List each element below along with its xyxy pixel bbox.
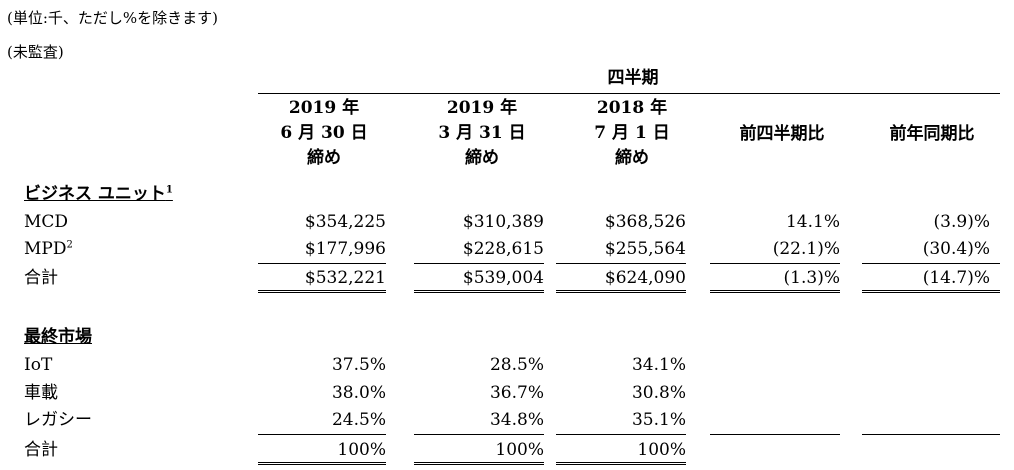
- double-rule-col1: [258, 290, 386, 293]
- iot-col2: 28.5%: [489, 355, 544, 375]
- market-total-rule-yoy: [862, 434, 1000, 435]
- business-total-qoq: (1.3)%: [783, 268, 840, 288]
- business-section-title: ビジネス ユニット1: [24, 184, 173, 204]
- legacy-col3: 35.1%: [631, 410, 686, 430]
- iot-col3: 34.1%: [631, 355, 686, 375]
- business-total-col1: $532,221: [304, 268, 386, 288]
- col3-header: 2018 年 7 月 1 日 締め: [594, 98, 670, 168]
- market-total-rule-col2: [414, 434, 544, 435]
- unit-note: (単位:千、ただし%を除きます): [7, 9, 219, 27]
- iot-col1: 37.5%: [331, 355, 386, 375]
- mcd-col2: $310,389: [462, 212, 544, 232]
- total-rule-col1: [258, 263, 386, 264]
- total-rule-qoq: [710, 263, 840, 264]
- mcd-col1: $354,225: [304, 212, 386, 232]
- row-label-mcd: MCD: [24, 212, 69, 232]
- market-section-title: 最終市場: [24, 327, 92, 347]
- double-rule-yoy: [862, 290, 1000, 293]
- mpd-col3: $255,564: [604, 239, 686, 259]
- automotive-col3: 30.8%: [631, 383, 686, 403]
- mcd-col3: $368,526: [604, 212, 686, 232]
- quarter-group-header: 四半期: [607, 68, 659, 88]
- qoq-header: 前四半期比: [739, 124, 825, 144]
- double-rule-col3: [556, 290, 686, 293]
- mpd-col1: $177,996: [304, 239, 386, 259]
- mpd-qoq: (22.1)%: [772, 239, 840, 259]
- double-rule-qoq: [710, 290, 840, 293]
- business-total-col2: $539,004: [462, 268, 544, 288]
- mcd-yoy: (3.9)%: [933, 212, 990, 232]
- market-total-col2: 100%: [495, 440, 544, 460]
- market-double-rule-col1: [258, 462, 386, 465]
- legacy-col1: 24.5%: [331, 410, 386, 430]
- market-double-rule-col3: [556, 462, 686, 465]
- market-double-rule-col2: [414, 462, 544, 465]
- double-rule-col2: [414, 290, 544, 293]
- row-label-legacy: レガシー: [24, 410, 92, 430]
- automotive-col2: 36.7%: [489, 383, 544, 403]
- row-label-iot: IoT: [24, 355, 53, 375]
- mpd-yoy: (30.4)%: [922, 239, 990, 259]
- market-total-col1: 100%: [337, 440, 386, 460]
- legacy-col2: 34.8%: [489, 410, 544, 430]
- mcd-qoq: 14.1%: [785, 212, 840, 232]
- market-total-label: 合計: [24, 440, 58, 460]
- business-total-col3: $624,090: [604, 268, 686, 288]
- market-total-rule-col1: [258, 434, 386, 435]
- col2-header: 2019 年 3 月 31 日 締め: [438, 98, 526, 168]
- mpd-col2: $228,615: [462, 239, 544, 259]
- header-rule: [258, 93, 1000, 94]
- market-total-col3: 100%: [637, 440, 686, 460]
- business-total-label: 合計: [24, 268, 58, 288]
- total-rule-col2: [414, 263, 544, 264]
- row-label-mpd: MPD2: [24, 239, 73, 259]
- business-total-yoy: (14.7)%: [922, 268, 990, 288]
- total-rule-yoy: [862, 263, 1000, 264]
- yoy-header: 前年同期比: [889, 124, 975, 144]
- total-rule-col3: [556, 263, 686, 264]
- market-total-rule-qoq: [710, 434, 840, 435]
- col1-header: 2019 年 6 月 30 日 締め: [280, 98, 368, 168]
- automotive-col1: 38.0%: [331, 383, 386, 403]
- market-total-rule-col3: [556, 434, 686, 435]
- row-label-automotive: 車載: [24, 383, 58, 403]
- audit-note: (未監査): [7, 43, 64, 61]
